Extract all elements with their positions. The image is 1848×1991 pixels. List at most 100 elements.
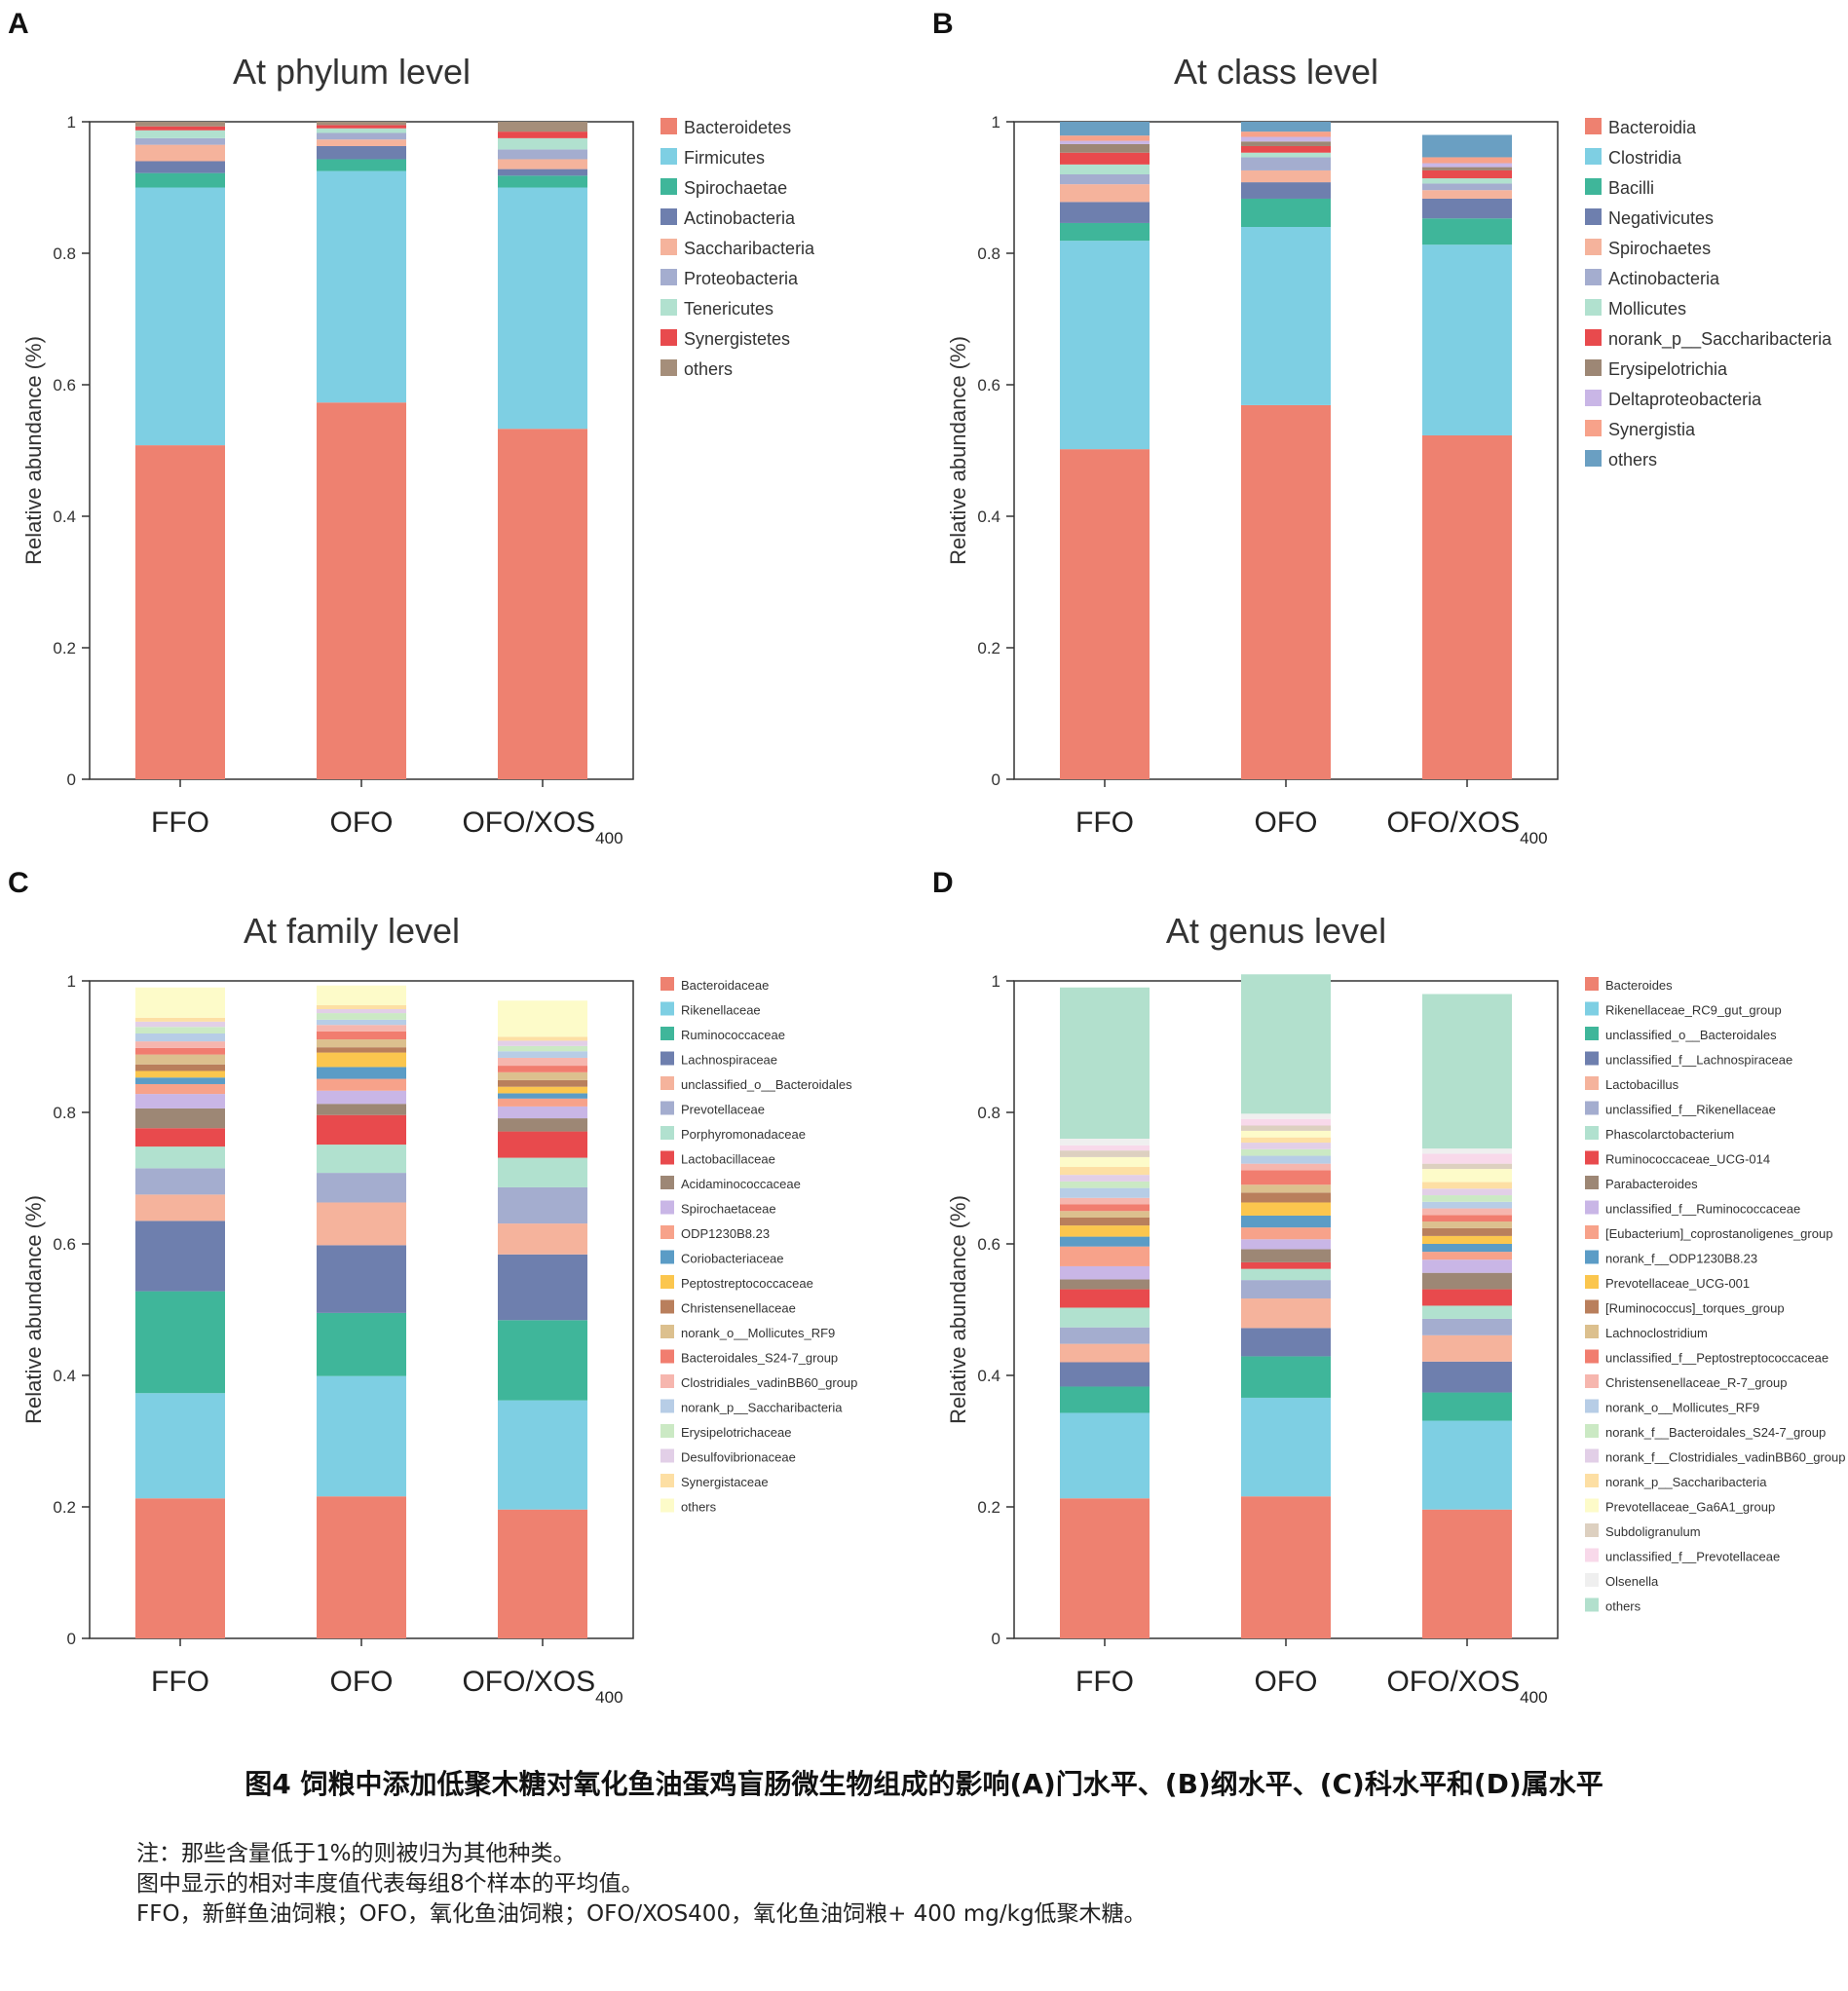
x-tick-label: FFO (1075, 1666, 1134, 1698)
legend-swatch (660, 208, 677, 225)
legend-label: norank_p__Saccharibacteria (1608, 329, 1832, 350)
bar-segment (1060, 1211, 1150, 1218)
bar-segment (1422, 167, 1512, 170)
bar-segment (1241, 1215, 1331, 1228)
bar-segment (135, 1017, 225, 1022)
legend-swatch (1585, 390, 1602, 406)
legend-label: Desulfovibrionaceae (681, 1450, 796, 1465)
panel-letter: B (932, 8, 954, 40)
y-tick-label: 1 (67, 972, 76, 991)
bar-segment (135, 1064, 225, 1071)
legend-swatch (1585, 1275, 1599, 1289)
bar-segment (135, 161, 225, 173)
legend-label: Saccharibacteria (684, 239, 815, 258)
bar-segment (1241, 974, 1331, 1114)
bar-segment (317, 1245, 406, 1313)
y-tick-label: 0.4 (53, 507, 76, 526)
legend-swatch (660, 1176, 674, 1189)
legend-swatch (660, 1027, 674, 1040)
bar-segment (317, 1039, 406, 1048)
bar-segment (1060, 143, 1150, 153)
bar-segment (1241, 1192, 1331, 1203)
bar-segment (498, 1320, 587, 1401)
bar-segment (1422, 134, 1512, 158)
legend-label: Mollicutes (1608, 299, 1686, 319)
bar-segment (317, 139, 406, 146)
bar-segment (1241, 1163, 1331, 1171)
bar-segment (317, 1031, 406, 1040)
legend-label: unclassified_f__Ruminococcaceae (1605, 1202, 1800, 1217)
legend-label: Acidaminococcaceae (681, 1177, 801, 1191)
figure-caption: 图4 饲粮中添加低聚木糖对氧化鱼油蛋鸡盲肠微生物组成的影响(A)门水平、(B)纲… (245, 1768, 1603, 1800)
legend-label: [Ruminococcus]_torques_group (1605, 1301, 1785, 1316)
legend-swatch (1585, 178, 1602, 195)
legend-label: norank_f__ODP1230B8.23 (1605, 1252, 1757, 1266)
bar-segment (135, 1083, 225, 1095)
legend-label: others (681, 1500, 717, 1515)
family-chart: C At family level 0 0.2 0.4 0.6 0.8 1 Relative a… (8, 867, 857, 1707)
legend-swatch (1585, 1548, 1599, 1562)
legend-swatch (1585, 1448, 1599, 1463)
bar-segment (1241, 1155, 1331, 1164)
bar-segment (1060, 122, 1150, 136)
legend-label: Olsenella (1605, 1574, 1659, 1589)
legend-swatch (660, 1474, 674, 1487)
bar-segment (498, 1086, 587, 1094)
bar-segment (1422, 1188, 1512, 1196)
bar-segment (135, 1291, 225, 1394)
legend-swatch (660, 1325, 674, 1338)
bar-segment (317, 1312, 406, 1376)
bar-segment (1241, 1184, 1331, 1193)
legend-label: Lactobacillaceae (681, 1152, 775, 1167)
legend-label: [Eubacterium]_coprostanoligenes_group (1605, 1226, 1832, 1241)
legend-label: Lactobacillus (1605, 1077, 1679, 1092)
legend-label: Spirochaetaceae (681, 1202, 776, 1217)
legend-swatch (660, 118, 677, 134)
bar-segment (1060, 164, 1150, 174)
legend-swatch (660, 148, 677, 165)
bar-segment (1060, 1386, 1150, 1413)
bar-segment (498, 131, 587, 138)
bar-segment (1422, 1201, 1512, 1209)
bar-segment (1422, 1252, 1512, 1260)
bar-segment (135, 1041, 225, 1048)
x-tick-label: FFO (1075, 807, 1134, 839)
bar-segment (135, 172, 225, 188)
bar-segment (317, 125, 406, 129)
legend-label: others (684, 359, 733, 379)
legend-swatch (1585, 118, 1602, 134)
legend-label: Prevotellaceae_Ga6A1_group (1605, 1500, 1775, 1515)
bar-segment (1241, 1125, 1331, 1131)
bar-segment (498, 187, 587, 430)
legend-label: unclassified_f__Peptostreptococcaceae (1605, 1351, 1829, 1366)
legend-label: others (1605, 1599, 1641, 1614)
legend-label: Phascolarctobacterium (1605, 1127, 1734, 1142)
legend-swatch (660, 1101, 674, 1115)
chart-title: At phylum level (233, 52, 471, 92)
bar-segment (498, 1118, 587, 1132)
class-chart: B At class level 0 0.2 0.4 0.6 0.8 1 Relative ab… (932, 8, 1832, 847)
bar-segment (1060, 222, 1150, 242)
legend-swatch (1585, 977, 1599, 991)
legend-label: Christensenellaceae (681, 1301, 796, 1316)
legend-swatch (1585, 359, 1602, 376)
bar-segment (1241, 1356, 1331, 1398)
legend-swatch (660, 299, 677, 316)
bar-segment (1422, 178, 1512, 184)
bar-segment (498, 159, 587, 169)
bar-segment (1422, 1259, 1512, 1273)
bar-segment (317, 1047, 406, 1053)
bar-segment (1060, 174, 1150, 185)
bar-segment (1241, 131, 1331, 137)
bar-segment (1060, 1362, 1150, 1387)
legend-label: Parabacteroides (1605, 1177, 1698, 1191)
bar-segment (135, 1128, 225, 1147)
legend-label: unclassified_f__Prevotellaceae (1605, 1550, 1780, 1564)
legend-label: Porphyromonadaceae (681, 1127, 806, 1142)
bar-segment (317, 1013, 406, 1020)
legend-swatch (1585, 420, 1602, 436)
bar-segment (135, 1108, 225, 1129)
bar-segment (498, 1093, 587, 1099)
legend-label: Actinobacteria (1608, 269, 1720, 288)
legend-label: Bacteroidetes (684, 118, 791, 137)
